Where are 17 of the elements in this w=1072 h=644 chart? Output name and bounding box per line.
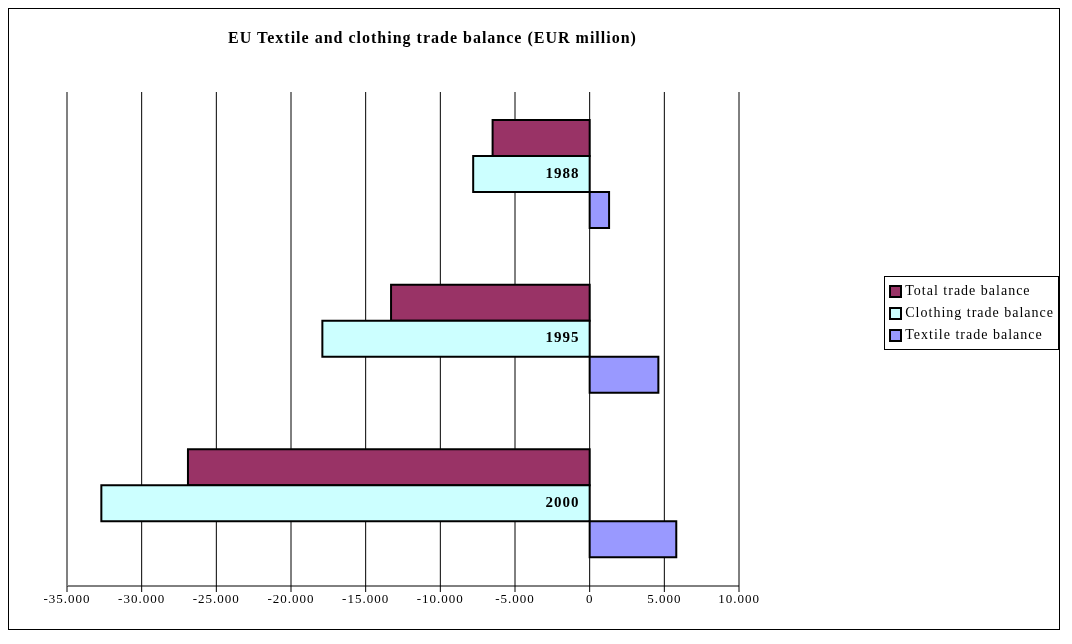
x-tick-label: 5.000 (647, 591, 682, 607)
legend-label: Clothing trade balance (905, 305, 1054, 321)
x-tick-label: -15.000 (342, 591, 390, 607)
y-tick-label: 1995 (545, 329, 580, 346)
x-tick-label: -20.000 (267, 591, 315, 607)
legend-label: Total trade balance (905, 283, 1031, 299)
x-tick-label: -10.000 (416, 591, 464, 607)
x-tick-label: -30.000 (118, 591, 166, 607)
x-tick-label: -5.000 (495, 591, 535, 607)
y-tick-label: 1988 (545, 164, 580, 181)
x-tick-label: -35.000 (43, 591, 91, 607)
x-tick-label: -25.000 (192, 591, 240, 607)
chart-title: EU Textile and clothing trade balance (EUR million) (227, 29, 638, 47)
x-tick-label: 0 (585, 591, 594, 607)
legend-label: Textile trade balance (905, 327, 1043, 343)
y-tick-label: 2000 (545, 494, 580, 511)
x-tick-label: 10.000 (718, 591, 760, 607)
